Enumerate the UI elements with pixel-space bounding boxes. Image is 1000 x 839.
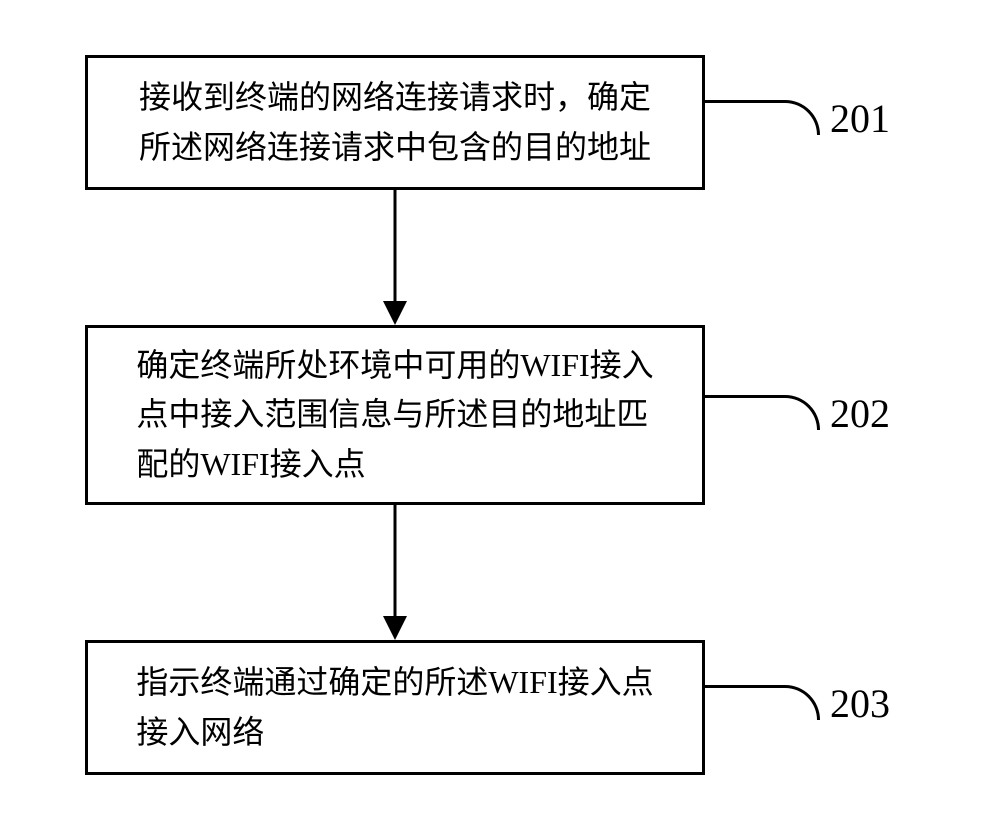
connector-3: [705, 685, 820, 720]
arrow-2: [0, 505, 1000, 640]
flow-step-2: 确定终端所处环境中可用的WIFI接入 点中接入范围信息与所述目的地址匹 配的WI…: [85, 325, 705, 505]
flow-step-1: 接收到终端的网络连接请求时，确定 所述网络连接请求中包含的目的地址: [85, 55, 705, 190]
connector-1: [705, 100, 820, 135]
flow-step-2-label: 202: [830, 390, 890, 437]
connector-2: [705, 395, 820, 430]
flow-step-3-text: 指示终端通过确定的所述WIFI接入点 接入网络: [124, 658, 665, 757]
flow-step-3-label: 203: [830, 680, 890, 727]
flow-step-1-text: 接收到终端的网络连接请求时，确定 所述网络连接请求中包含的目的地址: [127, 73, 663, 172]
flow-step-2-text: 确定终端所处环境中可用的WIFI接入 点中接入范围信息与所述目的地址匹 配的WI…: [124, 341, 665, 490]
flowchart-canvas: 接收到终端的网络连接请求时，确定 所述网络连接请求中包含的目的地址 201 确定…: [0, 0, 1000, 839]
arrow-1: [0, 190, 1000, 325]
flow-step-1-label: 201: [830, 95, 890, 142]
flow-step-3: 指示终端通过确定的所述WIFI接入点 接入网络: [85, 640, 705, 775]
